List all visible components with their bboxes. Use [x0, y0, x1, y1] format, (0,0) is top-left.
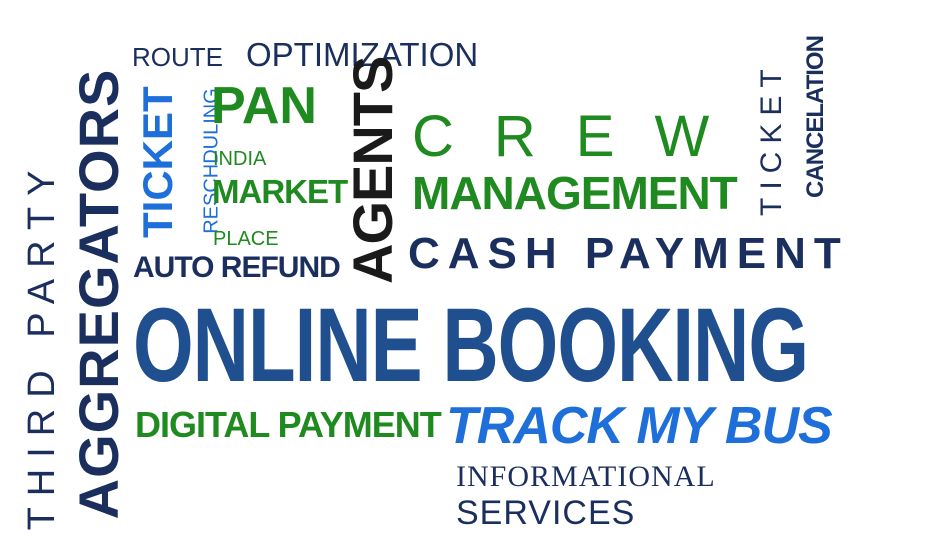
word-cancelation: CANCELATION [802, 36, 829, 198]
word-cash-payment: CASH PAYMENT [408, 229, 849, 278]
word-informational: INFORMATIONAL [456, 460, 716, 493]
word-aggregators: AGGREGATORS [67, 68, 130, 520]
word-track-my-bus: TRACK MY BUS [446, 397, 833, 455]
word-pan: PAN [211, 77, 317, 135]
word-auto-refund: AUTO REFUND [133, 251, 341, 284]
word-ticket-right: TICKET [755, 61, 788, 216]
word-place: PLACE [213, 228, 279, 250]
word-management: MANAGEMENT [412, 167, 738, 219]
word-digital-payment: DIGITAL PAYMENT [135, 404, 442, 445]
word-crew: CREW [412, 104, 750, 169]
word-india: INDIA [213, 148, 267, 170]
word-route: ROUTE [132, 42, 223, 72]
word-agents: AGENTS [341, 56, 404, 284]
word-third-party: THIRD PARTY [21, 159, 63, 531]
word-ticket-vertical: TICKET [134, 86, 181, 238]
word-services: SERVICES [456, 494, 636, 532]
word-online-booking: ONLINE BOOKING [133, 285, 809, 405]
word-market: MARKET [212, 173, 348, 210]
word-optimization: OPTIMIZATION [246, 36, 479, 73]
